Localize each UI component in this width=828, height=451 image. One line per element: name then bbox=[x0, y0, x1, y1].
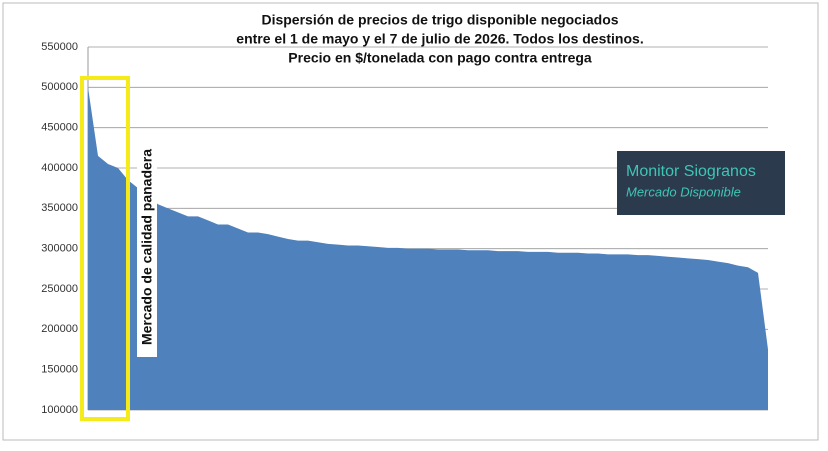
y-tick-label: 150000 bbox=[41, 364, 78, 376]
highlight-label: Mercado de calidad panadera bbox=[137, 137, 157, 357]
y-tick-label: 400000 bbox=[41, 162, 78, 174]
y-tick-label: 550000 bbox=[41, 41, 78, 53]
highlight-box bbox=[80, 76, 130, 421]
y-tick-label: 450000 bbox=[41, 122, 78, 134]
brand-title: Monitor Siogranos bbox=[626, 163, 756, 180]
y-tick-label: 500000 bbox=[41, 81, 78, 93]
brand-subtitle: Mercado Disponible bbox=[626, 184, 741, 199]
chart-title: Precio en $/tonelada con pago contra ent… bbox=[288, 50, 592, 66]
chart-title: entre el 1 de mayo y el 7 de julio de 20… bbox=[236, 31, 643, 47]
label-background bbox=[137, 137, 157, 357]
y-tick-label: 300000 bbox=[41, 243, 78, 255]
price-area bbox=[88, 87, 768, 410]
y-tick-label: 350000 bbox=[41, 202, 78, 214]
highlight-text: Mercado de calidad panadera bbox=[139, 149, 155, 345]
y-tick-label: 200000 bbox=[41, 323, 78, 335]
brand-box bbox=[617, 151, 785, 215]
chart-title: Dispersión de precios de trigo disponibl… bbox=[261, 12, 618, 28]
y-tick-label: 250000 bbox=[41, 283, 78, 295]
y-tick-label: 100000 bbox=[41, 404, 78, 416]
